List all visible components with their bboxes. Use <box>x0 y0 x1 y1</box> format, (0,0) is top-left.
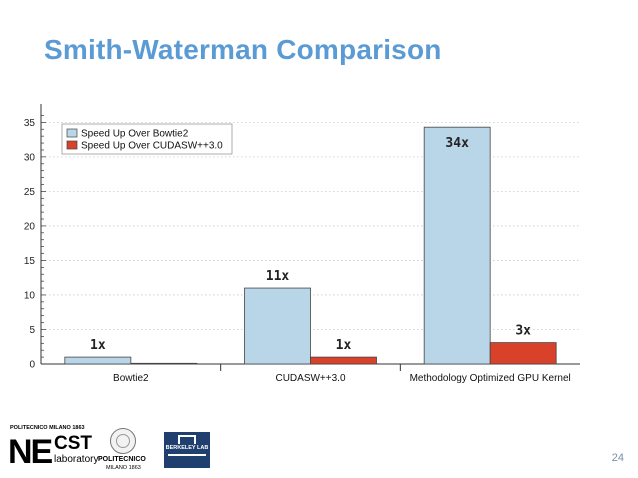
x-category-label: Bowtie2 <box>113 373 149 384</box>
x-category-label: Methodology Optimized GPU Kernel <box>410 373 571 384</box>
legend-swatch <box>66 140 78 150</box>
y-tick-label: 0 <box>29 360 35 371</box>
necst-logo-cst: CST <box>54 433 92 454</box>
y-tick-label: 15 <box>24 256 36 267</box>
y-tick-label: 35 <box>24 118 36 129</box>
bar <box>310 356 377 365</box>
legend-label: Speed Up Over Bowtie2 <box>81 129 189 140</box>
data-label: 3x <box>515 324 531 339</box>
polimi-logo-name: POLITECNICO <box>98 456 146 463</box>
page-number: 24 <box>611 452 624 464</box>
bar-chart: 0 5 10 15 20 25 30 35 Bowtie2 CUDASW++3.0 Methodol… <box>24 104 580 384</box>
data-label: 11x <box>266 269 290 284</box>
bar <box>423 126 491 365</box>
necst-logo-lab: laboratory <box>54 454 99 465</box>
bar <box>244 287 311 365</box>
legend-swatch <box>66 128 78 138</box>
y-tick-label: 20 <box>24 221 36 232</box>
slide-title: Smith-Waterman Comparison <box>44 34 442 65</box>
building-icon <box>178 435 196 444</box>
legend-box <box>61 123 233 155</box>
y-tick-label: 5 <box>29 325 35 336</box>
necst-logo-ne: NE <box>8 433 53 471</box>
data-label: 34x <box>445 136 469 151</box>
bar <box>130 362 198 365</box>
bar <box>489 342 557 365</box>
y-tick-label: 25 <box>24 187 36 198</box>
berkeley-lab-logo: BERKELEY LAB <box>164 432 210 468</box>
polimi-seal-icon <box>110 428 136 454</box>
bar <box>64 356 132 365</box>
polimi-logo-sub: MILANO 1863 <box>106 465 141 471</box>
legend-label: Speed Up Over CUDASW++3.0 <box>81 141 223 152</box>
y-tick-label: 30 <box>24 152 36 163</box>
berkeley-lab-label: BERKELEY LAB <box>165 445 209 451</box>
data-label: 1x <box>90 338 106 353</box>
data-label: 1x <box>336 338 352 353</box>
x-category-label: CUDASW++3.0 <box>275 373 345 384</box>
y-tick-label: 10 <box>24 290 36 301</box>
necst-logo-caption: POLITECNICO MILANO 1863 <box>10 425 85 431</box>
